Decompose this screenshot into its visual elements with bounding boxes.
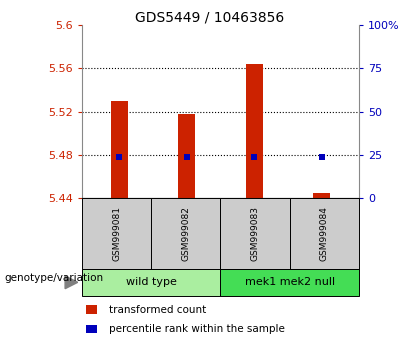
Bar	[110, 101, 128, 198]
Text: GSM999084: GSM999084	[320, 206, 329, 261]
Bar	[313, 193, 331, 198]
Text: genotype/variation: genotype/variation	[4, 273, 103, 283]
Text: GDS5449 / 10463856: GDS5449 / 10463856	[135, 11, 285, 25]
Text: GSM999082: GSM999082	[181, 206, 190, 261]
Text: percentile rank within the sample: percentile rank within the sample	[109, 324, 285, 334]
Bar	[178, 114, 195, 198]
Text: GSM999081: GSM999081	[112, 206, 121, 261]
Text: wild type: wild type	[126, 277, 177, 287]
Bar	[246, 64, 263, 198]
Text: GSM999083: GSM999083	[251, 206, 260, 261]
Text: transformed count: transformed count	[109, 305, 207, 315]
Text: mek1 mek2 null: mek1 mek2 null	[245, 277, 335, 287]
